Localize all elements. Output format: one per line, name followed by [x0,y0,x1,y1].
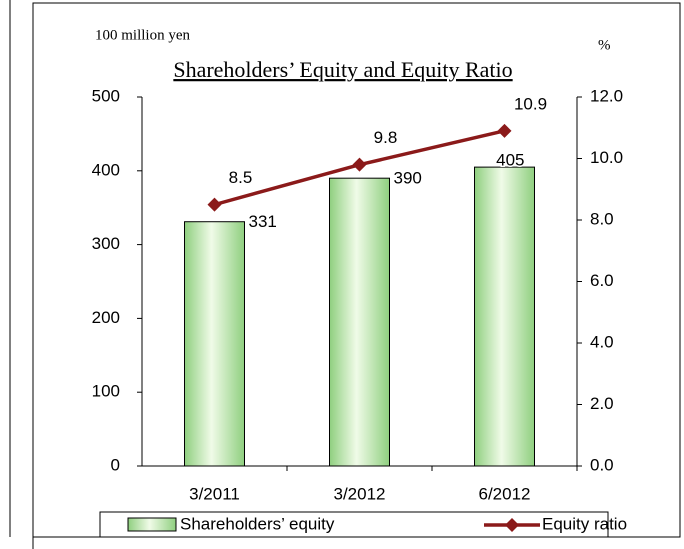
y2-tick-label: 8.0 [590,209,614,228]
chart-title: Shareholders’ Equity and Equity Ratio [173,57,512,82]
line-marker [497,123,512,138]
y-tick-label: 400 [92,160,120,179]
legend-label: Equity ratio [542,514,627,533]
bar-value-label: 390 [394,169,422,188]
y-tick-label: 100 [92,382,120,401]
line-marker [352,157,367,172]
y2-tick-label: 2.0 [590,394,614,413]
line-value-label: 9.8 [374,128,398,147]
bar [474,166,535,467]
legend-swatch [505,518,519,532]
y2-axis-unit: % [598,37,611,53]
legend-swatch [127,517,177,532]
line-value-label: 8.5 [229,168,253,187]
y2-tick-label: 10.0 [590,148,623,167]
y-tick-label: 500 [92,86,120,105]
bar [329,177,390,467]
y2-tick-label: 0.0 [590,455,614,474]
x-tick-label: 6/2012 [479,484,531,503]
x-tick-label: 3/2012 [334,484,386,503]
line-marker [207,197,222,212]
y2-tick-label: 4.0 [590,332,614,351]
y2-tick-label: 6.0 [590,271,614,290]
bar-value-label: 331 [249,212,277,231]
y-tick-label: 0 [111,455,120,474]
y2-tick-label: 12.0 [590,86,623,105]
x-tick-label: 3/2011 [189,484,240,503]
bar-value-label: 405 [496,151,524,170]
y-tick-label: 200 [92,308,120,327]
y-tick-label: 300 [92,234,120,253]
legend-label: Shareholders’ equity [180,514,335,533]
bar [184,221,245,467]
line-value-label: 10.9 [514,94,547,113]
y-axis-unit: 100 million yen [95,27,190,43]
